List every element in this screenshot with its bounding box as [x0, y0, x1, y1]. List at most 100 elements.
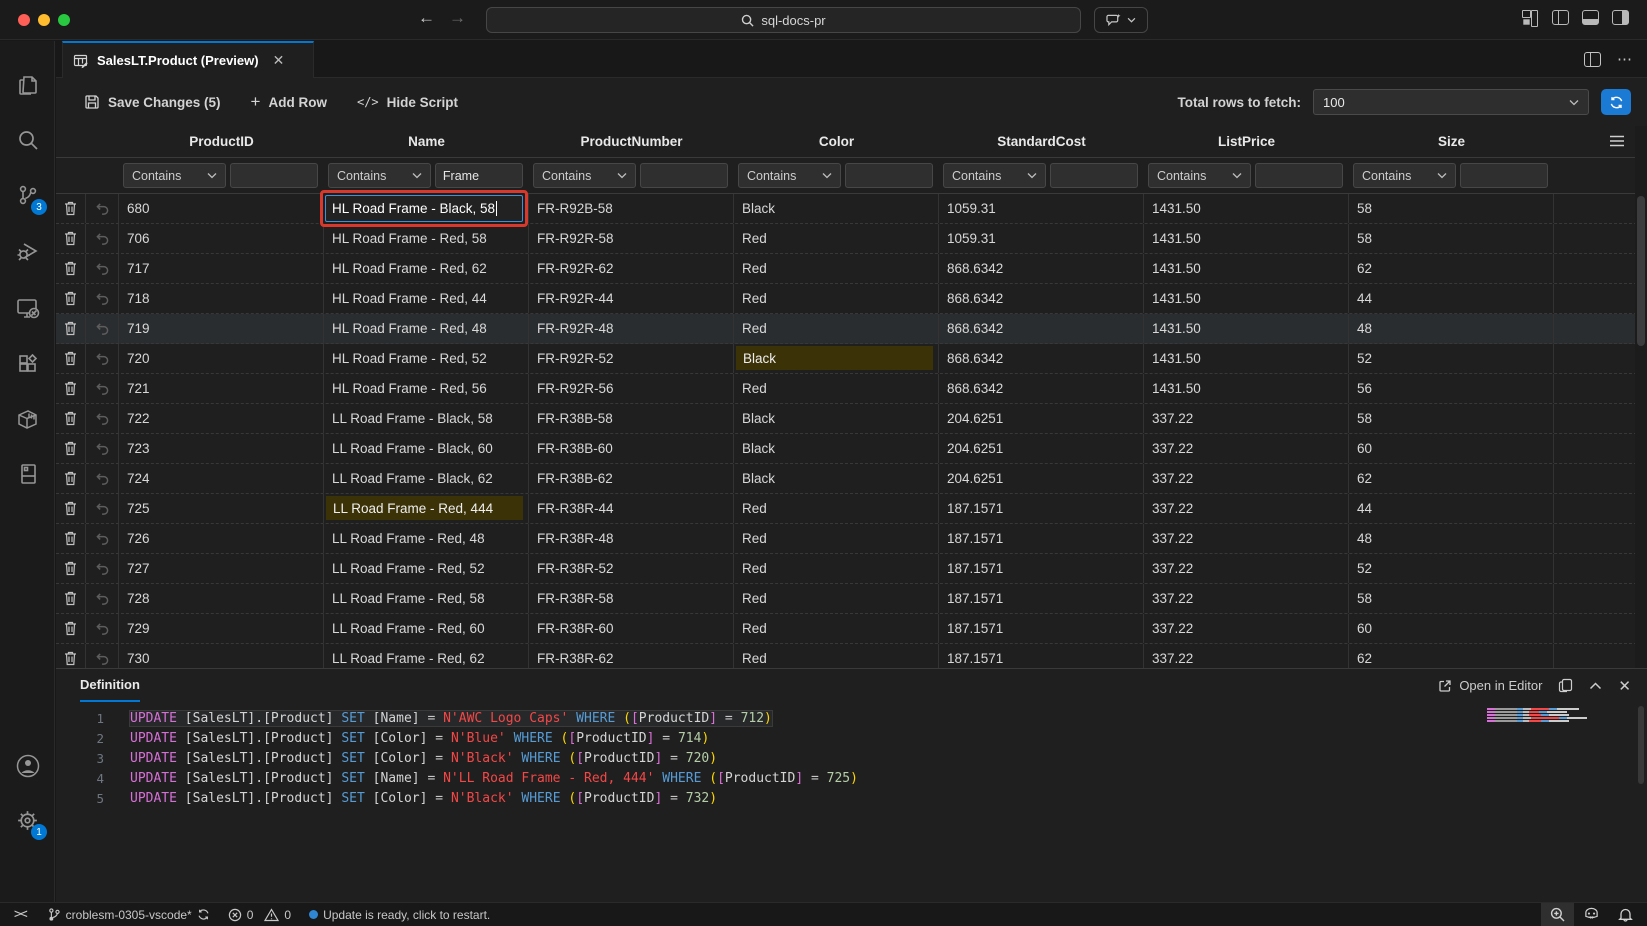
- minimize-window-button[interactable]: [38, 14, 50, 26]
- filter-input-listprice[interactable]: [1254, 163, 1343, 188]
- grid-cell-color[interactable]: Red: [734, 254, 939, 283]
- grid-cell-color[interactable]: Red: [734, 614, 939, 643]
- grid-cell-name[interactable]: HL Road Frame - Red, 62: [324, 254, 529, 283]
- grid-cell-color[interactable]: Red: [734, 314, 939, 343]
- zoom-window-button[interactable]: [58, 14, 70, 26]
- table-row-724[interactable]: 724 LL Road Frame - Black, 62 FR-R38B-62 Bl…: [56, 464, 1647, 494]
- grid-cell-productid[interactable]: 720: [119, 344, 324, 373]
- table-row-725[interactable]: 725 LL Road Frame - Red, 444 FR-R38R-44 Red…: [56, 494, 1647, 524]
- grid-cell-name[interactable]: HL Road Frame - Red, 58: [324, 224, 529, 253]
- sql-line-1[interactable]: 1 UPDATE [SalesLT].[Product] SET [Name] =…: [56, 708, 1647, 728]
- filter-operator-select-productnumber[interactable]: Contains: [533, 163, 636, 188]
- revert-row-button[interactable]: [86, 524, 119, 553]
- grid-cell-name[interactable]: LL Road Frame - Black, 58: [324, 404, 529, 433]
- grid-cell-listprice[interactable]: 1431.50: [1144, 374, 1349, 403]
- table-row-680[interactable]: 680 HL Road Frame - Black, 58 FR-R92B-58 Bl…: [56, 190, 1647, 227]
- hide-script-button[interactable]: </> Hide Script: [357, 95, 458, 110]
- cell-edit-input[interactable]: HL Road Frame - Black, 58: [325, 195, 523, 222]
- grid-cell-listprice[interactable]: 337.22: [1144, 584, 1349, 613]
- grid-cell-listprice[interactable]: 1431.50: [1144, 224, 1349, 253]
- grid-cell-color[interactable]: Black: [734, 434, 939, 463]
- notifications-bell-icon[interactable]: [1609, 903, 1647, 926]
- table-row-727[interactable]: 727 LL Road Frame - Red, 52 FR-R38R-52 Red 1…: [56, 554, 1647, 584]
- grid-cell-productnumber[interactable]: FR-R38B-58: [529, 404, 734, 433]
- grid-cell-productnumber[interactable]: FR-R92R-56: [529, 374, 734, 403]
- grid-cell-size[interactable]: 48: [1349, 314, 1554, 343]
- grid-cell-productnumber[interactable]: FR-R92R-58: [529, 224, 734, 253]
- grid-cell-standardcost[interactable]: 187.1571: [939, 614, 1144, 643]
- search-sidebar-icon[interactable]: [0, 116, 55, 164]
- grid-cell-name[interactable]: LL Road Frame - Red, 60: [324, 614, 529, 643]
- grid-cell-name[interactable]: LL Road Frame - Black, 62: [324, 464, 529, 493]
- table-row-722[interactable]: 722 LL Road Frame - Black, 58 FR-R38B-58 Bl…: [56, 404, 1647, 434]
- grid-cell-color[interactable]: Red: [734, 584, 939, 613]
- delete-row-button[interactable]: [56, 254, 86, 283]
- open-in-editor-button[interactable]: Open in Editor: [1438, 678, 1542, 693]
- tab-definition[interactable]: Definition: [80, 669, 140, 702]
- grid-cell-standardcost[interactable]: 868.6342: [939, 254, 1144, 283]
- accounts-icon[interactable]: [0, 742, 55, 790]
- explorer-icon[interactable]: [0, 61, 55, 109]
- grid-cell-productnumber[interactable]: FR-R38R-44: [529, 494, 734, 523]
- grid-cell-color[interactable]: Black: [734, 464, 939, 493]
- containers-icon[interactable]: [0, 395, 55, 443]
- grid-cell-color[interactable]: Black: [734, 404, 939, 433]
- extensions-icon[interactable]: [0, 340, 55, 388]
- customize-layout-icon[interactable]: [1522, 10, 1539, 27]
- grid-cell-color[interactable]: Red: [734, 554, 939, 583]
- toggle-secondary-sidebar-icon[interactable]: [1612, 10, 1629, 25]
- grid-cell-productid[interactable]: 724: [119, 464, 324, 493]
- grid-cell-name[interactable]: LL Road Frame - Red, 48: [324, 524, 529, 553]
- grid-cell-productnumber[interactable]: FR-R92B-58: [529, 194, 734, 223]
- revert-row-button[interactable]: [86, 254, 119, 283]
- grid-cell-standardcost[interactable]: 187.1571: [939, 584, 1144, 613]
- grid-cell-color[interactable]: Black: [734, 194, 939, 223]
- grid-cell-name[interactable]: HL Road Frame - Red, 52: [324, 344, 529, 373]
- grid-cell-color[interactable]: Red: [734, 494, 939, 523]
- filter-input-standardcost[interactable]: [1049, 163, 1138, 188]
- editor-more-actions-icon[interactable]: ⋯: [1617, 51, 1633, 68]
- grid-cell-name[interactable]: LL Road Frame - Red, 62: [324, 644, 529, 668]
- grid-cell-productnumber[interactable]: FR-R38R-52: [529, 554, 734, 583]
- grid-cell-productid[interactable]: 717: [119, 254, 324, 283]
- delete-row-button[interactable]: [56, 464, 86, 493]
- revert-row-button[interactable]: [86, 404, 119, 433]
- grid-cell-size[interactable]: 58: [1349, 194, 1554, 223]
- grid-cell-size[interactable]: 60: [1349, 614, 1554, 643]
- table-row-723[interactable]: 723 LL Road Frame - Black, 60 FR-R38B-60 Bl…: [56, 434, 1647, 464]
- column-header-name[interactable]: Name: [408, 134, 445, 149]
- sql-line-2[interactable]: 2 UPDATE [SalesLT].[Product] SET [Color] …: [56, 728, 1647, 748]
- grid-cell-standardcost[interactable]: 1059.31: [939, 194, 1144, 223]
- filter-input-productnumber[interactable]: [639, 163, 728, 188]
- sql-line-4[interactable]: 4 UPDATE [SalesLT].[Product] SET [Name] =…: [56, 768, 1647, 788]
- grid-cell-name[interactable]: LL Road Frame - Red, 444: [324, 494, 529, 523]
- grid-cell-size[interactable]: 62: [1349, 464, 1554, 493]
- zoom-status-icon[interactable]: [1541, 903, 1574, 926]
- grid-cell-size[interactable]: 60: [1349, 434, 1554, 463]
- table-row-720[interactable]: 720 HL Road Frame - Red, 52 FR-R92R-52 Blac…: [56, 344, 1647, 374]
- grid-cell-productid[interactable]: 718: [119, 284, 324, 313]
- revert-row-button[interactable]: [86, 494, 119, 523]
- delete-row-button[interactable]: [56, 344, 86, 373]
- column-header-productid[interactable]: ProductID: [189, 134, 254, 149]
- close-panel-icon[interactable]: ✕: [1618, 677, 1631, 695]
- grid-cell-listprice[interactable]: 1431.50: [1144, 314, 1349, 343]
- filter-input-color[interactable]: [844, 163, 933, 188]
- grid-cell-listprice[interactable]: 337.22: [1144, 614, 1349, 643]
- tab-close-icon[interactable]: ✕: [272, 52, 285, 68]
- run-debug-icon[interactable]: [0, 228, 55, 276]
- grid-cell-standardcost[interactable]: 868.6342: [939, 314, 1144, 343]
- grid-cell-size[interactable]: 52: [1349, 344, 1554, 373]
- grid-cell-standardcost[interactable]: 187.1571: [939, 554, 1144, 583]
- grid-cell-size[interactable]: 44: [1349, 284, 1554, 313]
- update-ready-item[interactable]: Update is ready, click to restart.: [300, 903, 499, 926]
- remote-indicator[interactable]: ><: [14, 907, 28, 922]
- grid-cell-listprice[interactable]: 1431.50: [1144, 194, 1349, 223]
- grid-cell-color[interactable]: Red: [734, 644, 939, 668]
- tab-saleslt-product[interactable]: SalesLT.Product (Preview) ✕: [62, 41, 314, 78]
- grid-cell-size[interactable]: 62: [1349, 254, 1554, 283]
- grid-cell-color[interactable]: Black: [734, 344, 939, 373]
- grid-cell-color[interactable]: Red: [734, 374, 939, 403]
- grid-cell-name[interactable]: HL Road Frame - Black, 58: [320, 190, 529, 227]
- revert-row-button[interactable]: [86, 434, 119, 463]
